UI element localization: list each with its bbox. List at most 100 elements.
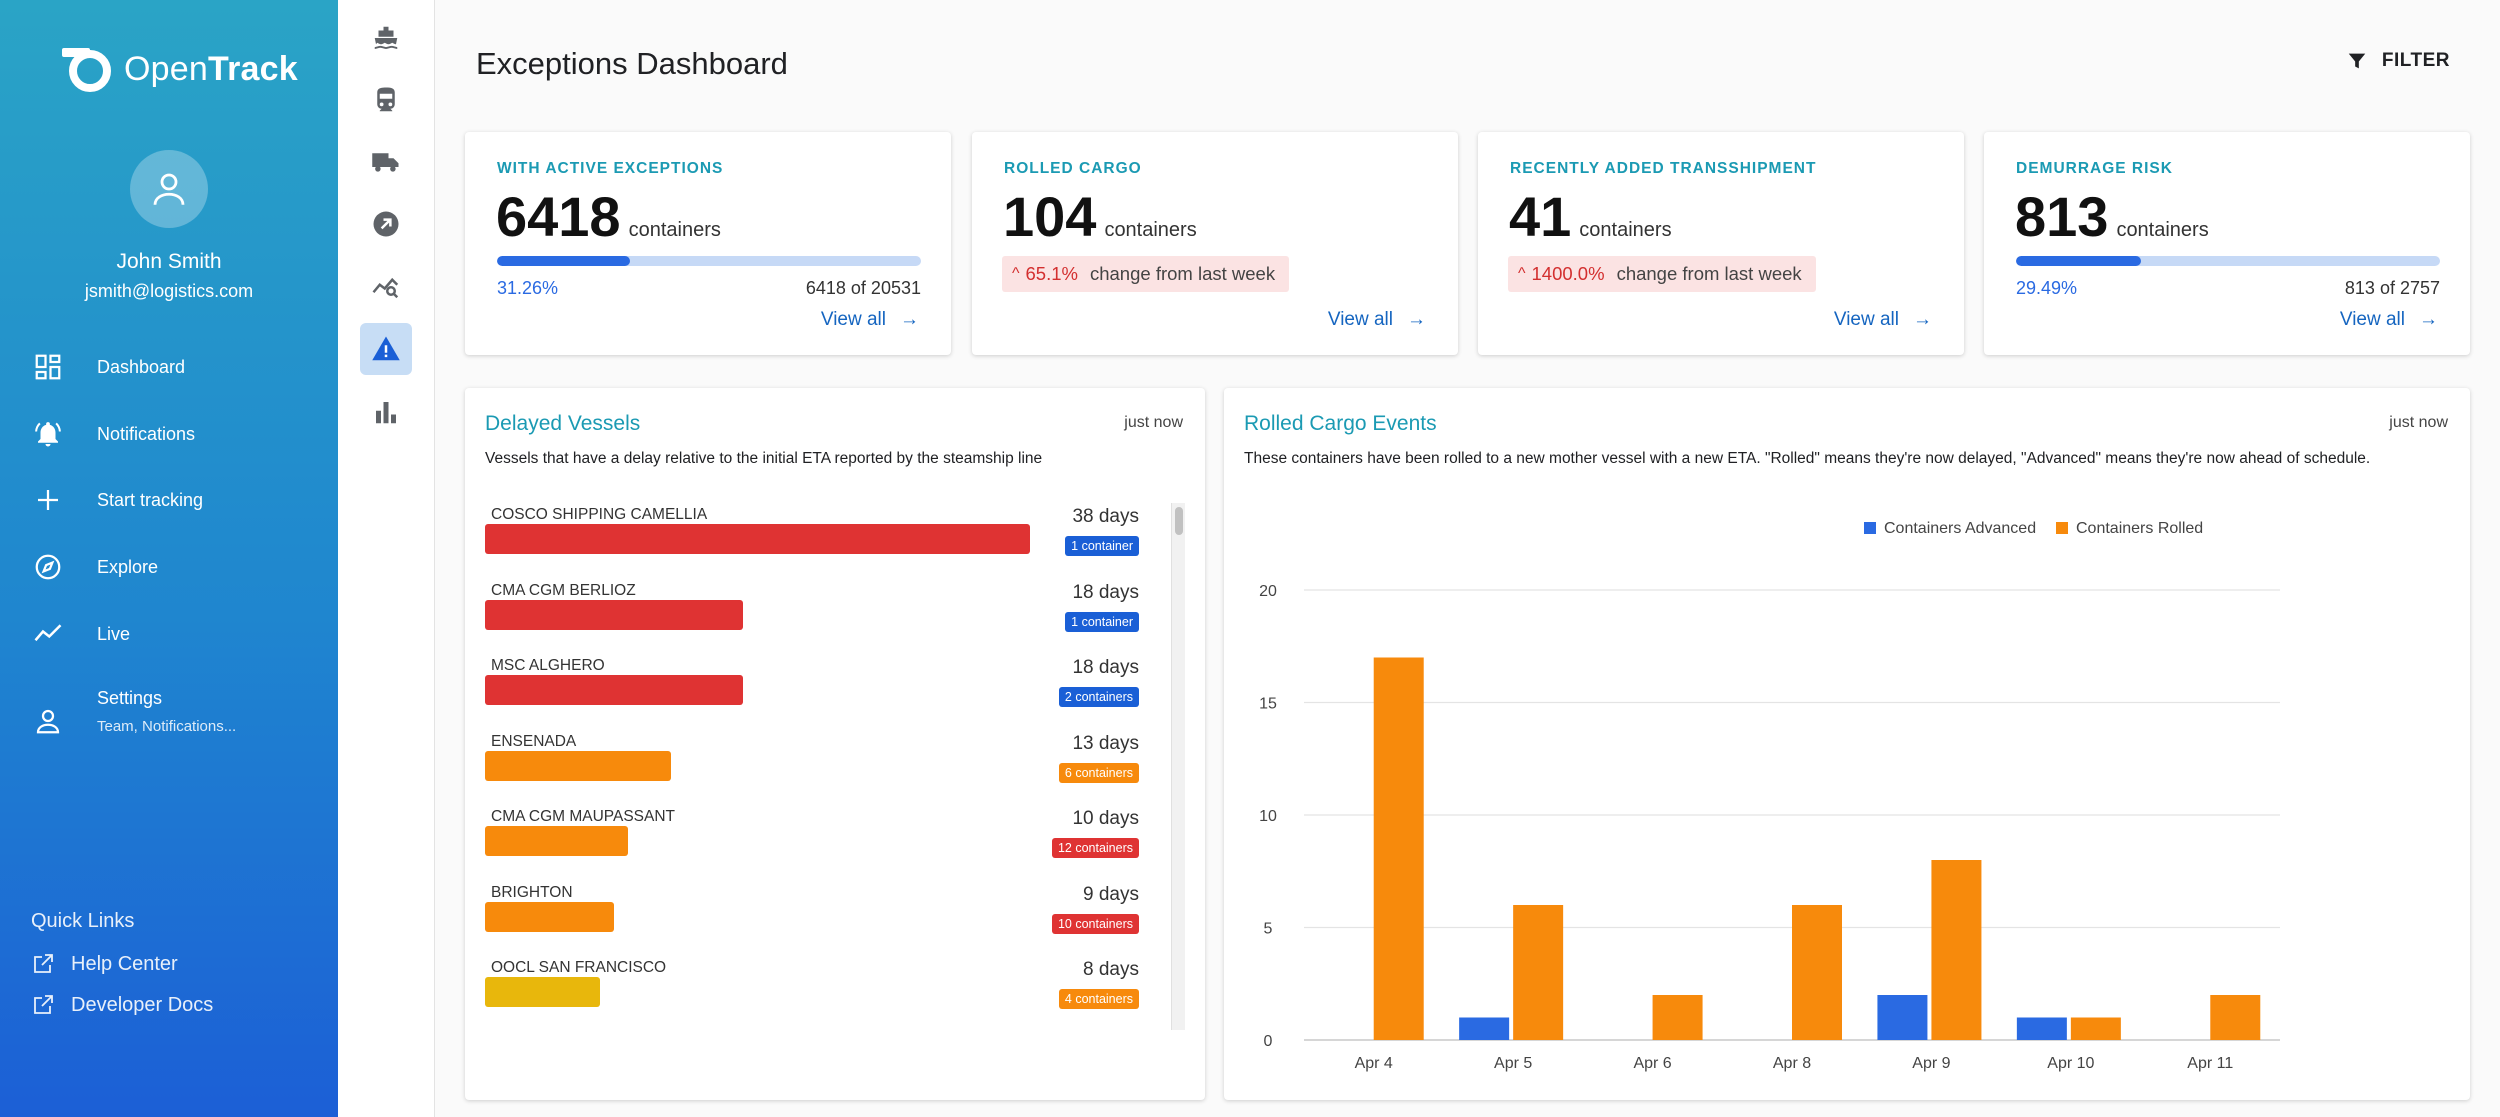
delayed-vessels-panel: Delayed Vessels just now Vessels that ha… [465, 388, 1205, 1100]
container-count-badge[interactable]: 4 containers [1058, 989, 1139, 1009]
x-tick-label: Apr 6 [1633, 1055, 1671, 1072]
change-text: change from last week [1616, 263, 1802, 284]
progress-percent: 29.49% [2016, 278, 2078, 298]
nav-explore[interactable]: Explore [30, 541, 320, 593]
bar-rolled [2210, 995, 2261, 1040]
scrollbar-thumb[interactable] [1175, 507, 1183, 535]
rail-exceptions-button[interactable] [360, 323, 412, 375]
legend-label: Containers Rolled [2076, 520, 2203, 537]
progress-bar [2016, 256, 2440, 266]
vessel-row[interactable]: CMA CGM MAUPASSANT 10 days 12 containers [485, 808, 1155, 868]
view-all-link[interactable]: View all → [1833, 309, 1932, 330]
container-count-badge[interactable]: 12 containers [1051, 838, 1139, 858]
external-link-icon [34, 995, 53, 1014]
panel-title: Rolled Cargo Events [1244, 412, 1437, 435]
bar-rolled [1792, 905, 1842, 1040]
scrollbar[interactable] [1171, 503, 1185, 1030]
delay-bar [485, 524, 1030, 554]
stat-unit: containers [628, 219, 721, 241]
rail-analytics-button[interactable] [360, 260, 412, 312]
help-center-label: Help Center [71, 952, 178, 975]
nav-label: Settings [97, 688, 163, 708]
user-email: jsmith@logistics.com [84, 281, 254, 301]
logo[interactable]: OpenTrack [58, 44, 298, 94]
developer-docs-label: Developer Docs [71, 993, 214, 1016]
change-percent: 1400.0% [1531, 263, 1605, 284]
x-tick-label: Apr 5 [1494, 1055, 1532, 1072]
view-all-link[interactable]: View all → [1327, 309, 1426, 330]
dashboard-icon [30, 349, 66, 385]
stat-unit: containers [1579, 219, 1672, 241]
delay-days: 10 days [1072, 808, 1139, 829]
delay-bar [485, 675, 744, 705]
nav-notifications[interactable]: Notifications [30, 408, 320, 460]
rail-reports-button[interactable] [360, 386, 412, 438]
rail-arrow-button[interactable] [360, 198, 412, 250]
bar-advanced [2016, 1017, 2067, 1040]
rail-truck-button[interactable] [360, 136, 412, 188]
bar-advanced [1877, 995, 1928, 1040]
view-all-link[interactable]: View all → [2339, 309, 2438, 330]
progress-fill [2016, 256, 2142, 266]
x-tick-label: Apr 11 [2187, 1055, 2233, 1072]
developer-docs-link[interactable]: Developer Docs [31, 993, 213, 1017]
progress-percent: 31.26% [497, 278, 559, 298]
filter-button[interactable]: FILTER [2346, 50, 2450, 72]
arrow-circle-icon [373, 211, 399, 237]
container-count-badge[interactable]: 1 container [1065, 536, 1139, 556]
delay-days: 18 days [1072, 581, 1139, 603]
page-title: Exceptions Dashboard [476, 46, 788, 81]
vessel-row[interactable]: COSCO SHIPPING CAMELLIA 38 days 1 containe… [485, 506, 1155, 566]
person-icon [153, 173, 185, 205]
bar-rolled [1513, 905, 1564, 1040]
change-badge: ^ 65.1% change from last week [1002, 256, 1290, 292]
bell-icon [30, 416, 66, 452]
nav-settings[interactable]: Settings Team, Notifications... [30, 684, 320, 736]
avatar[interactable] [130, 150, 208, 228]
container-count-badge[interactable]: 10 containers [1051, 913, 1139, 934]
y-tick-label: 5 [1264, 921, 1273, 938]
nav-label: Notifications [97, 423, 196, 444]
panel-timestamp: just now [2389, 414, 2448, 431]
nav-sublabel: Team, Notifications... [97, 718, 237, 735]
stat-unit: containers [1104, 219, 1197, 241]
rail-train-button[interactable] [360, 74, 412, 126]
vessel-row[interactable]: OOCL SAN FRANCISCO 8 days 4 containers [485, 959, 1155, 1019]
nav-start-tracking[interactable]: Start tracking [30, 474, 320, 526]
container-count-badge[interactable]: 1 container [1065, 611, 1139, 632]
vessel-row[interactable]: ENSENADA 13 days 6 containers [485, 733, 1155, 793]
vessel-row[interactable]: BRIGHTON 9 days 10 containers [485, 884, 1155, 944]
change-badge: ^ 1400.0% change from last week [1508, 256, 1816, 292]
view-all-link[interactable]: View all → [820, 309, 919, 330]
panel-subtitle: Vessels that have a delay relative to th… [485, 450, 1043, 467]
vessel-row[interactable]: MSC ALGHERO 18 days 2 containers [485, 657, 1155, 717]
y-tick-label: 15 [1259, 696, 1277, 713]
vessel-row[interactable]: CMA CGM BERLIOZ 18 days 1 container [485, 582, 1155, 642]
bar-chart-icon [376, 402, 396, 424]
vessel-name: BRIGHTON [491, 883, 573, 901]
delay-bar [485, 599, 744, 630]
nav-dashboard[interactable]: Dashboard [30, 341, 320, 393]
progress-of: 6418 of 20531 [805, 278, 921, 298]
container-count-badge[interactable]: 6 containers [1058, 762, 1139, 783]
container-count-badge[interactable]: 2 containers [1058, 687, 1139, 707]
stat-value: 813 containers [2015, 185, 2209, 248]
vessel-name: OOCL SAN FRANCISCO [491, 959, 667, 976]
vessel-name: CMA CGM BERLIOZ [491, 581, 636, 599]
progress-fill [497, 256, 630, 266]
delay-days: 8 days [1083, 959, 1139, 980]
nav-label: Explore [97, 556, 159, 577]
help-center-link[interactable]: Help Center [31, 952, 178, 976]
vessel-name: MSC ALGHERO [491, 657, 605, 674]
filter-label: FILTER [2381, 50, 2450, 71]
vessel-name: ENSENADA [491, 732, 577, 750]
nav-live[interactable]: Live [30, 608, 320, 660]
user-name: John Smith [116, 250, 222, 273]
bar-rolled [1373, 657, 1424, 1040]
panel-title: Delayed Vessels [485, 412, 641, 435]
truck-icon [372, 153, 399, 172]
logo-text: OpenTrack [124, 49, 298, 88]
rail-ship-button[interactable] [360, 12, 412, 64]
rolled-cargo-panel: Rolled Cargo Events just now These conta… [1224, 388, 2470, 1100]
bar-rolled [1931, 860, 1982, 1040]
